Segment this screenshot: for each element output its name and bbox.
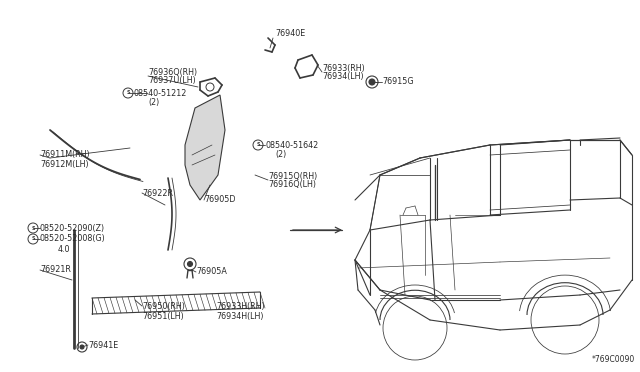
Text: S: S (31, 237, 35, 241)
Text: 4.0: 4.0 (58, 246, 70, 254)
Text: 76936Q(RH): 76936Q(RH) (148, 67, 197, 77)
Text: (2): (2) (275, 151, 286, 160)
Text: 76950(RH): 76950(RH) (142, 301, 185, 311)
Polygon shape (185, 95, 225, 200)
Text: 76934(LH): 76934(LH) (322, 73, 364, 81)
Text: 76915Q(RH): 76915Q(RH) (268, 171, 317, 180)
Text: 76916Q(LH): 76916Q(LH) (268, 180, 316, 189)
Text: 76922R: 76922R (142, 189, 173, 198)
Text: *769C0090: *769C0090 (592, 355, 635, 364)
Text: 08540-51212: 08540-51212 (133, 89, 186, 97)
Text: 76912M(LH): 76912M(LH) (40, 160, 88, 169)
Text: 76915G: 76915G (382, 77, 413, 86)
Text: 76905D: 76905D (204, 196, 236, 205)
Circle shape (188, 262, 193, 266)
Text: 08540-51642: 08540-51642 (265, 141, 318, 150)
Circle shape (80, 345, 84, 349)
Text: S: S (256, 142, 260, 148)
Text: (2): (2) (148, 99, 159, 108)
Text: 76905A: 76905A (196, 267, 227, 276)
Circle shape (369, 79, 375, 85)
Text: 76934H(LH): 76934H(LH) (216, 311, 264, 321)
Text: 76921R: 76921R (40, 266, 71, 275)
Text: 76933H(RH): 76933H(RH) (216, 301, 264, 311)
Text: 76933(RH): 76933(RH) (322, 64, 365, 73)
Text: 08520-52008(G): 08520-52008(G) (40, 234, 106, 244)
Text: 76937U(LH): 76937U(LH) (148, 77, 196, 86)
Text: S: S (31, 225, 35, 231)
Text: 08520-52090(Z): 08520-52090(Z) (40, 224, 105, 232)
Text: 76940E: 76940E (275, 29, 305, 38)
Text: 76951(LH): 76951(LH) (142, 311, 184, 321)
Text: S: S (126, 90, 130, 96)
Text: 76911M(RH): 76911M(RH) (40, 151, 90, 160)
Text: 76941E: 76941E (88, 340, 118, 350)
